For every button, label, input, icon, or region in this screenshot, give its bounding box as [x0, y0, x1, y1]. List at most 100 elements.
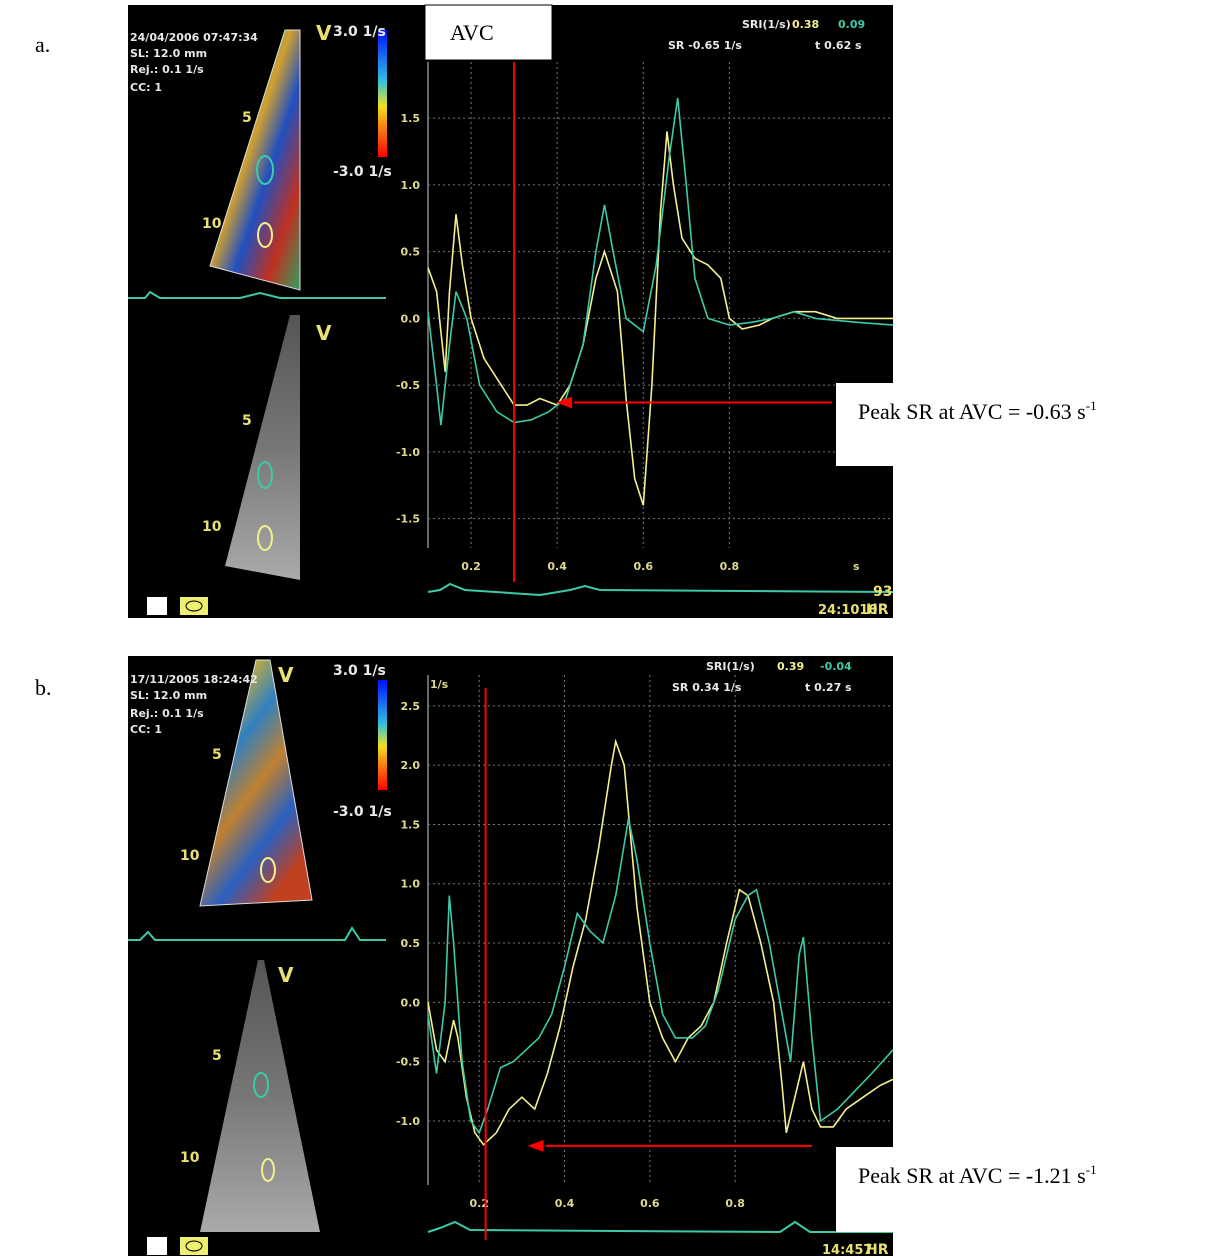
screen-text: 5	[212, 1048, 222, 1064]
x-tick-label: 0.4	[555, 1197, 575, 1210]
peak-text: Peak SR at AVC = -0.63 s	[858, 399, 1086, 424]
avc-label: AVC	[450, 20, 494, 45]
tool-icon	[185, 600, 203, 612]
x-axis-label: s	[853, 560, 860, 573]
screen-text: 5	[242, 110, 252, 126]
y-tick-label: 1.0	[401, 179, 421, 192]
tool-icon	[185, 1240, 203, 1252]
roi	[257, 461, 273, 489]
roi	[260, 857, 276, 883]
roi	[261, 1158, 275, 1182]
screen-text: 10	[180, 848, 200, 864]
y-tick-label: 2.5	[401, 700, 421, 713]
screen-text: 17/11/2005 18:24:42	[130, 673, 258, 686]
screen-text: SL: 12.0 mm	[130, 47, 207, 60]
screen-text: HR	[866, 1242, 889, 1258]
x-tick-label: 0.2	[469, 1197, 489, 1210]
x-tick-label: 0.8	[725, 1197, 745, 1210]
ecg	[427, 582, 894, 597]
ecg	[128, 290, 386, 299]
tool-icon	[147, 1237, 167, 1255]
screen-text: CC: 1	[130, 81, 162, 94]
y-tick-label: -1.5	[396, 513, 420, 526]
screen-text: 0.39	[777, 660, 804, 673]
panel-label: b.	[35, 675, 52, 700]
y-tick-label: 1.0	[401, 878, 421, 891]
roi	[257, 525, 273, 551]
y-tick-label: 1.5	[401, 818, 421, 831]
screen-text: SR -0.65 1/s	[668, 39, 742, 52]
peak-unit-exp: -1	[1086, 398, 1097, 413]
y-tick-label: 0.0	[401, 312, 421, 325]
screen-text: 0.09	[838, 18, 865, 31]
screen-text: -0.04	[820, 660, 852, 673]
y-tick-label: 1.5	[401, 112, 421, 125]
tool-icon	[180, 597, 208, 615]
ecg	[427, 1220, 893, 1234]
screen-text: 5	[242, 413, 252, 429]
screen-text: CC: 1	[130, 723, 162, 736]
screen-text: 3.0 1/s	[333, 24, 386, 40]
screen-text: 10	[180, 1150, 200, 1166]
tool-icon	[180, 1237, 208, 1255]
panel-label: a.	[35, 32, 50, 57]
series-line	[427, 818, 894, 1135]
roi	[256, 155, 274, 185]
x-tick-label: 0.2	[461, 560, 481, 573]
x-tick-label: 0.6	[634, 560, 654, 573]
color-bar	[378, 680, 387, 790]
screen-text: SR 0.34 1/s	[672, 681, 742, 694]
color-bar	[378, 30, 387, 157]
y-tick-label: -0.5	[396, 1056, 420, 1069]
screen-text: 10	[202, 216, 222, 232]
series-line	[427, 131, 893, 506]
screen-text: 0.38	[792, 18, 819, 31]
screen-text: V	[316, 21, 332, 45]
screen-text: 24:1010	[818, 603, 877, 618]
arrow-head	[527, 1139, 544, 1152]
screen-text: t 0.62 s	[815, 39, 862, 52]
y-tick-label: 0.0	[401, 996, 421, 1009]
screen-text: V	[316, 321, 332, 345]
screen-text: 10	[202, 519, 222, 535]
screen-text: SRI(1/s)	[742, 18, 791, 31]
screen-text: 24/04/2006 07:47:34	[130, 31, 258, 44]
roi	[253, 1072, 269, 1098]
doppler-sector	[209, 29, 301, 291]
y-tick-label: -0.5	[396, 379, 420, 392]
screen-text: SL: 12.0 mm	[130, 689, 207, 702]
peak-annotation: Peak SR at AVC = -1.21 s-1	[858, 1162, 1097, 1188]
y-tick-label: 0.5	[401, 937, 421, 950]
bmode-sector	[225, 315, 300, 580]
avc-box	[424, 4, 553, 61]
doppler-sector	[199, 659, 313, 907]
y-tick-label: 0.5	[401, 246, 421, 259]
ecg	[128, 926, 386, 941]
y-tick-label: 2.0	[401, 759, 421, 772]
y-tick-label: -1.0	[396, 1115, 420, 1128]
screen-text: -3.0 1/s	[333, 804, 392, 820]
peak-text: Peak SR at AVC = -1.21 s	[858, 1163, 1086, 1188]
roi	[257, 222, 273, 248]
peak-annotation: Peak SR at AVC = -0.63 s-1	[858, 398, 1097, 424]
screen-text: 5	[212, 747, 222, 763]
x-tick-label: 0.4	[547, 560, 567, 573]
annotation-box	[836, 383, 1228, 466]
screen-text: HR	[866, 602, 889, 618]
peak-unit-exp: -1	[1086, 1162, 1097, 1177]
y-axis-label: 1/s	[430, 678, 449, 691]
screen-text: V	[278, 963, 294, 987]
screen-text: -3.0 1/s	[333, 164, 392, 180]
screen-text: 93	[873, 584, 892, 600]
series-line	[427, 97, 894, 426]
screen-text: t 0.27 s	[805, 681, 852, 694]
arrow-head	[556, 396, 573, 409]
x-tick-label: 0.6	[640, 1197, 660, 1210]
screen-text: 3.0 1/s	[333, 663, 386, 679]
x-tick-label: 0.8	[720, 560, 740, 573]
screen-text: SRI(1/s)	[706, 660, 755, 673]
y-tick-label: -1.0	[396, 446, 420, 459]
screen-text: Rej.: 0.1 1/s	[130, 63, 204, 76]
screen-text: Rej.: 0.1 1/s	[130, 707, 204, 720]
